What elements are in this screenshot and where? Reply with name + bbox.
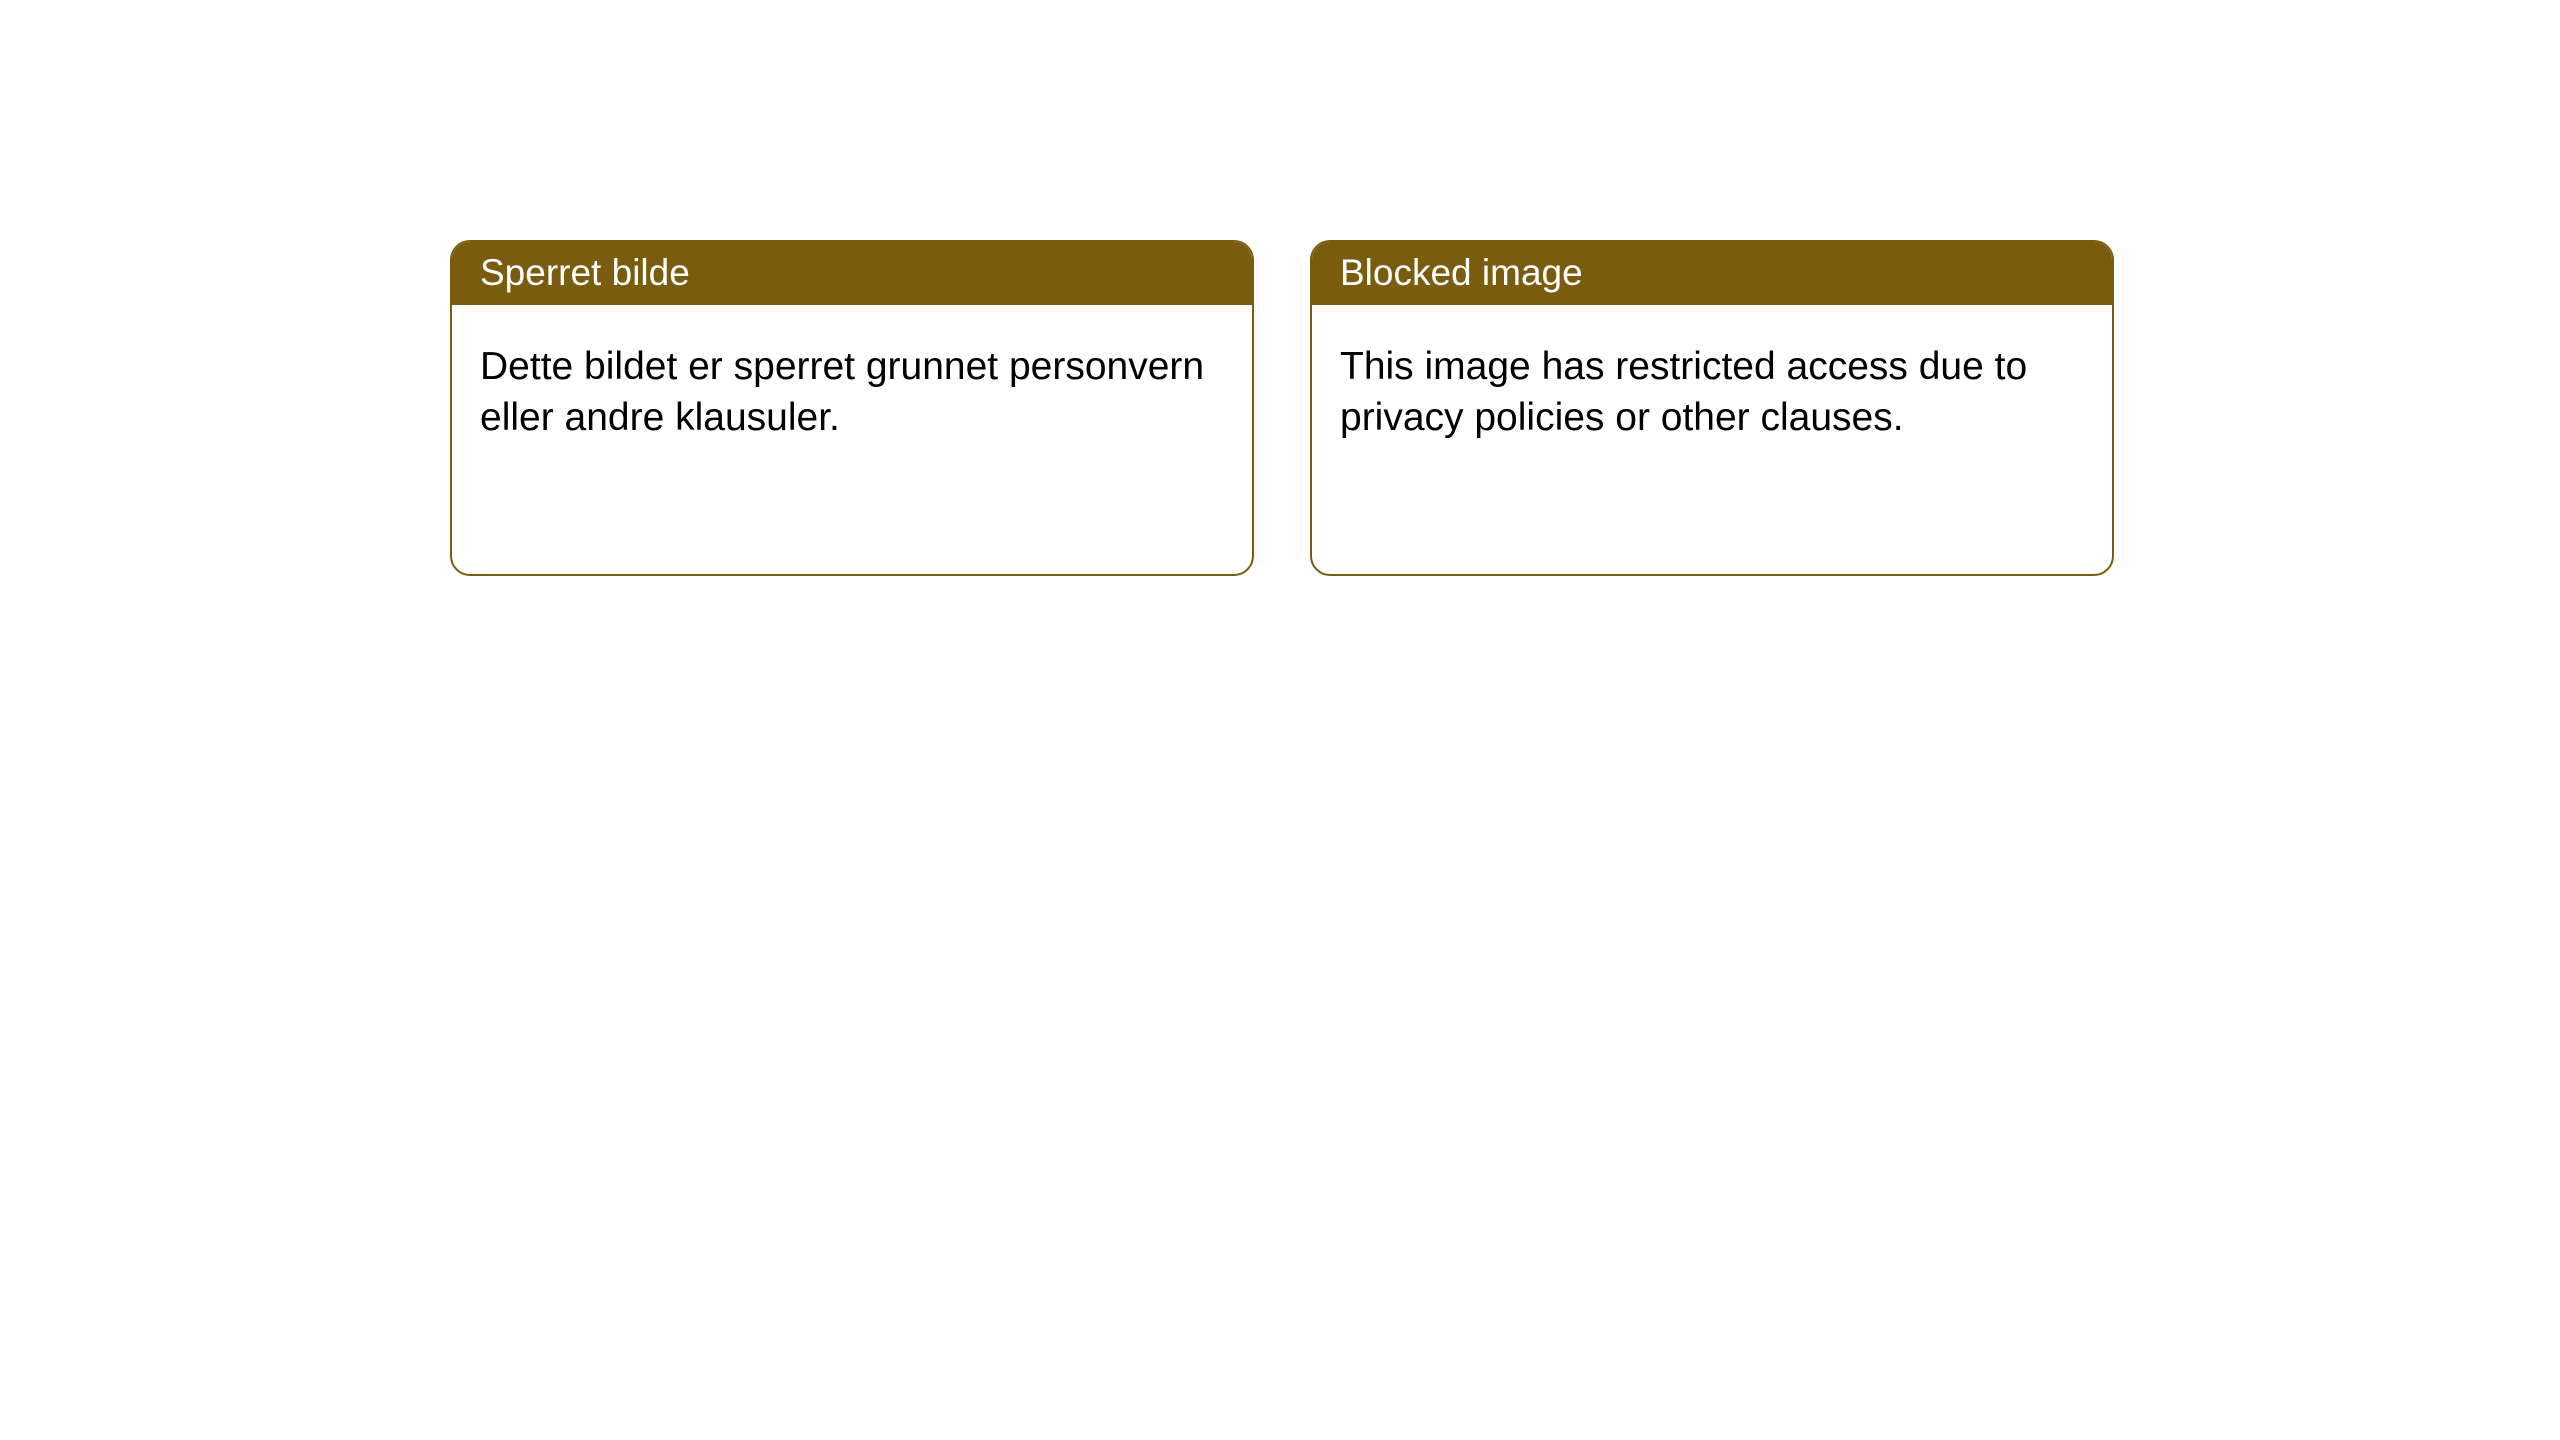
notice-body-en: This image has restricted access due to … (1312, 305, 2112, 472)
notice-title-en: Blocked image (1312, 242, 2112, 305)
notice-card-no: Sperret bilde Dette bildet er sperret gr… (450, 240, 1254, 576)
notice-container: Sperret bilde Dette bildet er sperret gr… (0, 0, 2560, 576)
notice-card-en: Blocked image This image has restricted … (1310, 240, 2114, 576)
notice-title-no: Sperret bilde (452, 242, 1252, 305)
notice-body-no: Dette bildet er sperret grunnet personve… (452, 305, 1252, 472)
